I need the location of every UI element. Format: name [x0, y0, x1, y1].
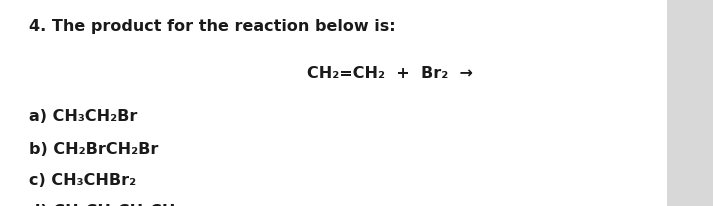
- Text: c) CH₃CHBr₂: c) CH₃CHBr₂: [29, 173, 135, 188]
- Text: b) CH₂BrCH₂Br: b) CH₂BrCH₂Br: [29, 142, 158, 157]
- FancyBboxPatch shape: [0, 0, 667, 206]
- Text: d) CH₃CH₂CH₂CH₃: d) CH₃CH₂CH₂CH₃: [29, 204, 182, 206]
- Text: a) CH₃CH₂Br: a) CH₃CH₂Br: [29, 109, 137, 124]
- Text: CH₂=CH₂  +  Br₂  →: CH₂=CH₂ + Br₂ →: [307, 66, 473, 81]
- Text: 4. The product for the reaction below is:: 4. The product for the reaction below is…: [29, 19, 395, 34]
